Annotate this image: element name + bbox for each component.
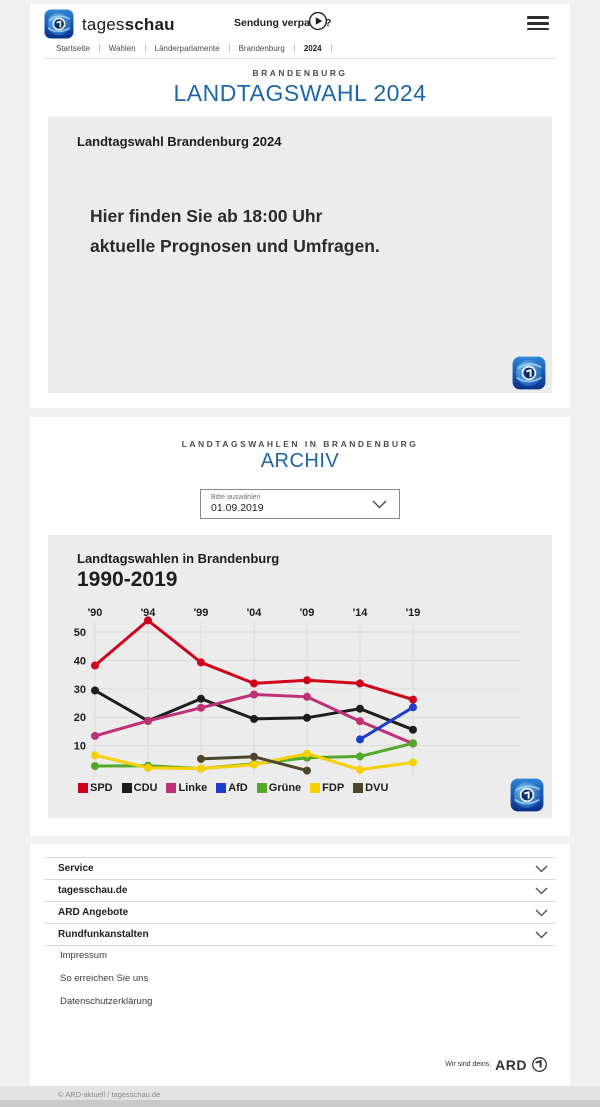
ard-claim: Wir sind deins. ARD	[445, 1056, 548, 1073]
archive-title: ARCHIV	[260, 450, 340, 472]
svg-text:'90: '90	[88, 607, 103, 619]
teaser-line-2: aktuelle Prognosen und Umfragen.	[90, 236, 380, 257]
teaser-heading: Landtagswahl Brandenburg 2024	[77, 134, 282, 149]
footer-card: Service tagesschau.de ARD Angebote Rundf…	[30, 844, 570, 1086]
hero-kicker: BRANDENBURG	[252, 68, 348, 78]
hamburger-menu-icon[interactable]	[527, 13, 549, 31]
legend-item: Grüne	[256, 782, 301, 794]
brand-bold: schau	[124, 15, 175, 34]
legend-item: SPD	[78, 782, 113, 794]
breadcrumb-brandenburg[interactable]: Brandenburg	[230, 43, 295, 53]
svg-text:10: 10	[74, 741, 86, 753]
chevron-down-icon	[535, 909, 548, 916]
svg-text:'19: '19	[406, 607, 421, 619]
brand-wordmark[interactable]: tagesschau	[82, 15, 175, 35]
copyright-band: © ARD-aktuell / tagesschau.de	[0, 1086, 600, 1100]
chart-box: Landtagswahlen in Brandenburg 1990-2019 …	[48, 535, 552, 818]
tagesschau-logo-icon[interactable]	[44, 9, 74, 39]
header-card: tagesschau Sendung verpasst? Startseite …	[30, 4, 570, 408]
svg-text:20: 20	[74, 712, 86, 724]
svg-text:'99: '99	[194, 607, 209, 619]
election-line-chart: 10 20 30 40 50'90 '94 '99 '04 '09 '14 '19	[74, 607, 521, 776]
chart-title: Landtagswahlen in Brandenburg	[77, 551, 280, 566]
select-label: Bitte auswählen	[211, 494, 261, 501]
legend-item: Linke	[166, 782, 207, 794]
legend-swatch	[256, 783, 267, 793]
svg-text:'09: '09	[300, 607, 315, 619]
chevron-down-icon	[535, 887, 548, 894]
svg-text:'04: '04	[247, 607, 263, 619]
link-kontakt[interactable]: So erreichen Sie uns	[60, 973, 149, 984]
breadcrumb-2024[interactable]: 2024	[295, 43, 332, 53]
teaser-line-1: Hier finden Sie ab 18:00 Uhr	[90, 206, 323, 226]
brand-regular: tages	[82, 15, 125, 34]
ard-logo-icon	[532, 1057, 547, 1072]
play-icon[interactable]	[308, 11, 328, 31]
svg-text:'14: '14	[353, 607, 369, 619]
chart-subtitle: 1990-2019	[77, 568, 178, 591]
select-value: 01.09.2019	[211, 502, 264, 514]
accordion-service[interactable]: Service	[44, 857, 556, 879]
breadcrumb-divider	[44, 58, 556, 59]
svg-text:40: 40	[74, 655, 86, 667]
link-impressum[interactable]: Impressum	[60, 950, 107, 961]
legend-swatch	[166, 783, 177, 793]
svg-text:30: 30	[74, 684, 86, 696]
bottom-strip	[0, 1100, 600, 1107]
archive-date-select[interactable]: Bitte auswählen 01.09.2019	[200, 489, 400, 519]
legend-item: DVU	[353, 782, 388, 794]
footer-links: Impressum So erreichen Sie uns Datenschu…	[60, 950, 152, 1019]
teaser-message: Hier finden Sie ab 18:00 Uhr aktuelle Pr…	[90, 201, 380, 261]
svg-text:50: 50	[74, 627, 86, 639]
breadcrumb-wahlen[interactable]: Wahlen	[100, 43, 146, 53]
legend-swatch	[353, 783, 364, 793]
archive-kicker: LANDTAGSWAHLEN IN BRANDENBURG	[181, 439, 419, 449]
legend-item: CDU	[121, 782, 157, 794]
link-datenschutz[interactable]: Datenschutzerklärung	[60, 996, 153, 1007]
ard-app-icon	[510, 778, 544, 812]
breadcrumb: Startseite Wahlen Länderparlamente Brand…	[56, 40, 332, 56]
legend-item: AfD	[216, 782, 248, 794]
accordion-rundfunkanstalten[interactable]: Rundfunkanstalten	[44, 923, 556, 946]
legend-swatch	[310, 783, 321, 793]
ard-wordmark: ARD	[495, 1056, 527, 1073]
ard-claim-text: Wir sind deins.	[445, 1061, 492, 1068]
copyright-text: © ARD-aktuell / tagesschau.de	[58, 1090, 161, 1099]
footer-accordion: Service tagesschau.de ARD Angebote Rundf…	[44, 857, 556, 946]
legend-swatch	[78, 783, 88, 793]
breadcrumb-laenderparlamente[interactable]: Länderparlamente	[146, 43, 230, 53]
svg-text:'94: '94	[141, 607, 157, 619]
chart-legend: SPD CDU Linke AfD Grüne FDP DVU	[78, 782, 388, 794]
legend-swatch	[121, 783, 132, 793]
accordion-tagesschau-de[interactable]: tagesschau.de	[44, 879, 556, 901]
breadcrumb-startseite[interactable]: Startseite	[56, 43, 100, 53]
teaser-box: Landtagswahl Brandenburg 2024 Hier finde…	[48, 117, 552, 393]
chevron-down-icon	[535, 931, 548, 938]
chevron-down-icon	[372, 500, 387, 509]
accordion-ard-angebote[interactable]: ARD Angebote	[44, 901, 556, 923]
legend-swatch	[216, 783, 227, 793]
sendung-verpasst-link[interactable]: Sendung verpasst?	[234, 17, 332, 29]
legend-item: FDP	[310, 782, 344, 794]
archive-card: LANDTAGSWAHLEN IN BRANDENBURG ARCHIV Bit…	[30, 417, 570, 836]
ard-app-icon	[512, 356, 546, 390]
page-title: LANDTAGSWAHL 2024	[173, 80, 427, 106]
chevron-down-icon	[535, 865, 548, 872]
